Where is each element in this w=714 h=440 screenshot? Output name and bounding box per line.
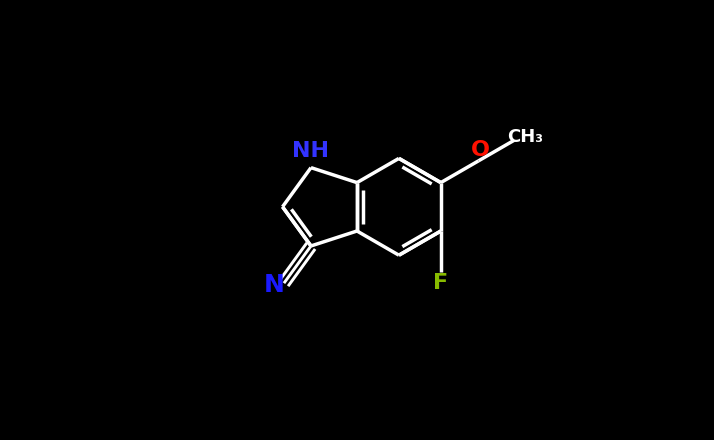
Text: NH: NH: [293, 141, 329, 161]
Text: CH₃: CH₃: [507, 128, 543, 146]
Text: F: F: [433, 273, 448, 293]
Text: N: N: [264, 273, 285, 297]
Text: O: O: [471, 140, 489, 160]
